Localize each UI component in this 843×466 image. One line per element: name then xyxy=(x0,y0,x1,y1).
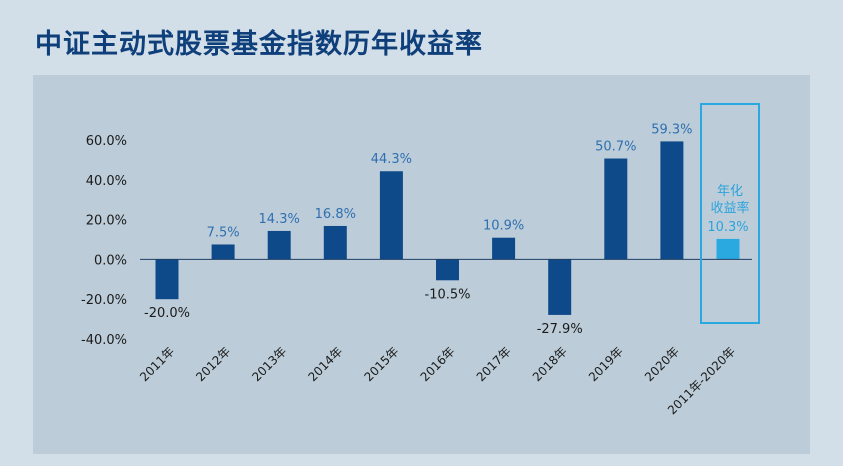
annotation-line-1: 年化 xyxy=(717,184,743,199)
x-tick-label: 2015年 xyxy=(362,344,402,384)
bar xyxy=(267,230,291,260)
x-tick-label: 2018年 xyxy=(530,344,570,384)
value-label: -27.9% xyxy=(537,322,583,337)
y-tick-label: 40.0% xyxy=(86,174,127,189)
bar xyxy=(604,158,628,260)
x-tick-label: 2013年 xyxy=(249,344,289,384)
x-tick-label: 2020年 xyxy=(642,344,682,384)
x-tick-label: 2016年 xyxy=(418,344,458,384)
value-label: -10.5% xyxy=(425,287,471,302)
bar xyxy=(155,259,179,300)
x-axis-labels: 2011年 2012年 2013年 2014年 2015年 2016年 2017年 2018年… xyxy=(137,344,738,417)
bar xyxy=(492,237,516,260)
y-axis: 60.0% 40.0% 20.0% 0.0% -20.0% -40.0% xyxy=(81,134,127,348)
bar-highlight xyxy=(716,238,740,260)
value-label: 50.7% xyxy=(595,140,636,155)
x-tick-label: 2017年 xyxy=(474,344,514,384)
value-label: 44.3% xyxy=(371,152,412,167)
y-tick-label: 0.0% xyxy=(94,253,127,268)
y-tick-label: 20.0% xyxy=(86,214,127,229)
y-tick-label: 60.0% xyxy=(86,134,127,149)
value-label: 10.3% xyxy=(707,220,748,235)
page-title: 中证主动式股票基金指数历年收益率 xyxy=(35,29,483,60)
bar xyxy=(211,244,235,260)
value-label: 59.3% xyxy=(651,122,692,137)
highlight-group: 年化 收益率 xyxy=(700,103,760,324)
value-label: 10.9% xyxy=(483,219,524,234)
bar xyxy=(379,171,403,260)
y-tick-label: -40.0% xyxy=(81,333,127,348)
value-label: 14.3% xyxy=(259,212,300,227)
bar xyxy=(548,259,572,315)
x-tick-label: 2014年 xyxy=(305,344,345,384)
value-label: 16.8% xyxy=(315,207,356,222)
value-label: 7.5% xyxy=(207,225,240,240)
bars xyxy=(155,141,740,315)
x-tick-label: 2012年 xyxy=(193,344,233,384)
value-label: -20.0% xyxy=(144,306,190,321)
value-labels: -20.0% 7.5% 14.3% 16.8% 44.3% -10.5% 10.9% -27.… xyxy=(144,122,749,337)
bar xyxy=(436,259,459,281)
bar xyxy=(323,225,347,260)
bar xyxy=(660,141,684,260)
x-tick-label: 2011年 xyxy=(137,344,177,384)
annotation-line-2: 收益率 xyxy=(710,200,749,216)
x-tick-label: 2019年 xyxy=(586,344,626,384)
highlight-box xyxy=(700,103,760,324)
y-tick-label: -20.0% xyxy=(81,293,127,308)
